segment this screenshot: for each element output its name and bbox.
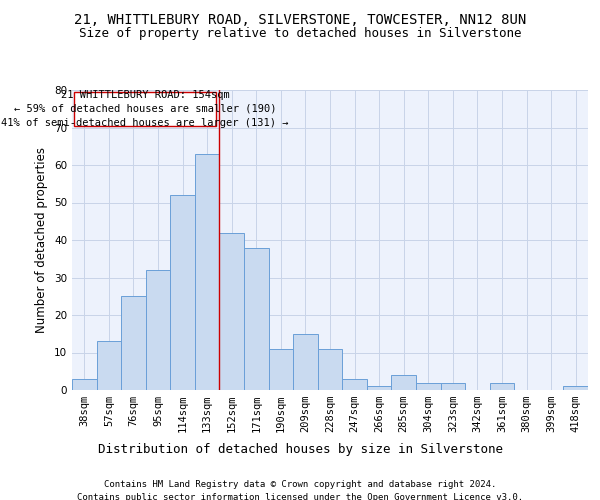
Bar	[563, 386, 588, 390]
Text: Distribution of detached houses by size in Silverstone: Distribution of detached houses by size …	[97, 442, 503, 456]
Bar	[97, 341, 121, 390]
Bar	[244, 248, 269, 390]
Bar	[269, 349, 293, 390]
Bar	[170, 195, 195, 390]
Bar	[195, 154, 220, 390]
Bar	[342, 379, 367, 390]
Y-axis label: Number of detached properties: Number of detached properties	[35, 147, 49, 333]
Bar	[220, 232, 244, 390]
Bar	[72, 379, 97, 390]
Bar	[318, 349, 342, 390]
Bar	[440, 382, 465, 390]
FancyBboxPatch shape	[74, 92, 216, 126]
Bar	[391, 375, 416, 390]
Text: Contains public sector information licensed under the Open Government Licence v3: Contains public sector information licen…	[77, 492, 523, 500]
Bar	[490, 382, 514, 390]
Text: Size of property relative to detached houses in Silverstone: Size of property relative to detached ho…	[79, 28, 521, 40]
Bar	[367, 386, 391, 390]
Text: 21 WHITTLEBURY ROAD: 154sqm
← 59% of detached houses are smaller (190)
41% of se: 21 WHITTLEBURY ROAD: 154sqm ← 59% of det…	[1, 90, 289, 128]
Bar	[416, 382, 440, 390]
Text: Contains HM Land Registry data © Crown copyright and database right 2024.: Contains HM Land Registry data © Crown c…	[104, 480, 496, 489]
Text: 21, WHITTLEBURY ROAD, SILVERSTONE, TOWCESTER, NN12 8UN: 21, WHITTLEBURY ROAD, SILVERSTONE, TOWCE…	[74, 12, 526, 26]
Bar	[146, 270, 170, 390]
Bar	[293, 334, 318, 390]
Bar	[121, 296, 146, 390]
